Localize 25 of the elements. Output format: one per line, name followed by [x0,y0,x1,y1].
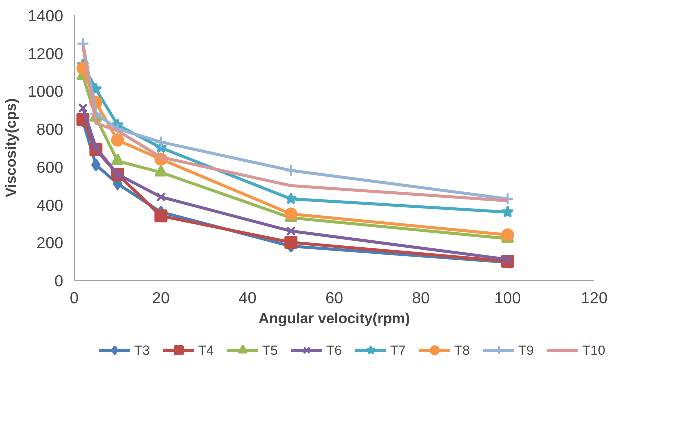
x-tick-label: 100 [494,290,522,308]
legend-label: T5 [262,342,280,358]
y-tick-label: 1200 [28,46,64,64]
y-tick-label: 600 [36,160,64,177]
legend-label: T10 [582,342,606,358]
x-tick-label: 0 [70,290,80,308]
legend-label: T4 [198,342,216,358]
y-tick-label: 1000 [28,84,64,102]
x-axis-title: Angular velocity(rpm) [258,312,410,328]
x-tick-label: 60 [326,290,344,308]
x-tick-label: 20 [152,290,170,308]
y-tick-label: 400 [36,198,64,215]
x-tick-label: 40 [238,290,257,308]
y-tick-label: 800 [36,122,64,140]
y-tick-label: 200 [36,236,64,253]
x-tick-label: 80 [412,290,430,308]
y-tick-label: 0 [54,274,64,290]
legend-label: T8 [454,342,472,358]
legend-label: T7 [390,342,408,358]
legend-label: T9 [518,342,536,358]
legend-label: T3 [134,342,152,358]
legend-label: T6 [326,342,344,358]
x-tick-label: 120 [581,290,608,308]
y-tick-label: 1400 [28,8,64,26]
y-axis-title: Viscosity(cps) [4,98,20,198]
